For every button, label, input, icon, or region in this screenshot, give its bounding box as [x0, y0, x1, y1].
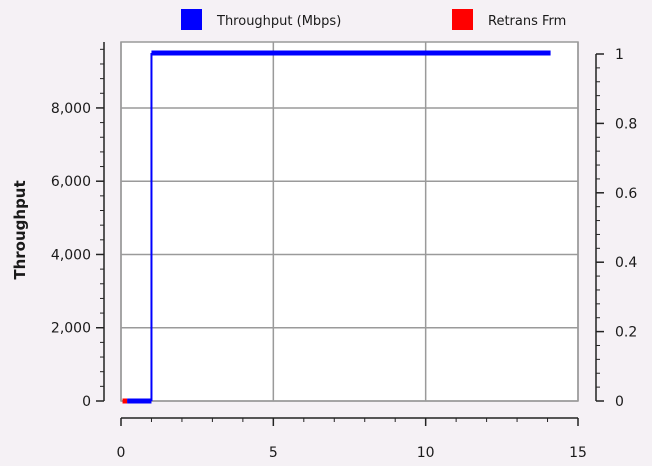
y2-tick-label: 1 — [615, 47, 624, 63]
y2-tick-label: 0.6 — [615, 186, 637, 202]
x-tick-label: 5 — [269, 445, 278, 461]
plot-background — [121, 42, 578, 401]
y2-tick-label: 0 — [615, 394, 624, 410]
x-tick-label: 0 — [117, 445, 126, 461]
legend-label: Throughput (Mbps) — [216, 14, 341, 29]
plot-border — [120, 41, 579, 402]
grid-lines — [120, 41, 579, 402]
x-tick-label: 15 — [569, 445, 587, 461]
y-axis-label: Throughput — [11, 180, 29, 279]
legend-label: Retrans Frm — [488, 14, 566, 29]
y-tick-label: 8,000 — [51, 101, 91, 117]
series-group — [122, 50, 551, 404]
legend[interactable]: Throughput (Mbps) Retrans Frm — [181, 9, 566, 30]
y-tick-label: 4,000 — [51, 247, 91, 263]
y-tick-label: 0 — [82, 394, 91, 410]
legend-swatch — [181, 9, 202, 30]
legend-swatch — [452, 9, 473, 30]
y2-tick-label: 0.2 — [615, 325, 637, 341]
y-tick-label: 6,000 — [51, 174, 91, 190]
legend-item[interactable]: Retrans Frm — [452, 9, 566, 30]
legend-item[interactable]: Throughput (Mbps) — [181, 9, 341, 30]
y2-tick-label: 0.4 — [615, 255, 637, 271]
y-tick-label: 2,000 — [51, 321, 91, 337]
x-tick-label: 10 — [417, 445, 435, 461]
y2-tick-label: 0.8 — [615, 116, 637, 132]
